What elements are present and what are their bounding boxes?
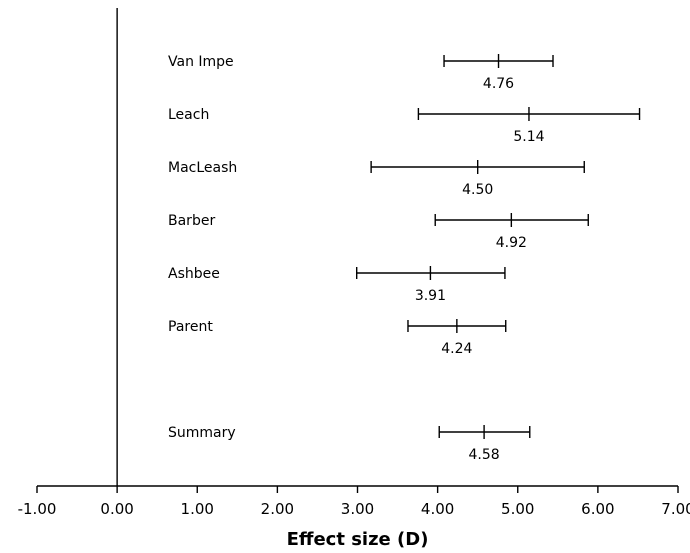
- x-tick-label: 3.00: [341, 500, 374, 518]
- study-row: MacLeash 4.50: [168, 160, 585, 198]
- x-axis-ticks: -1.00 0.00 1.00 2.00 3.00 4.00 5.00 6.00 7.00: [18, 486, 690, 518]
- study-row: Barber 4.92: [168, 213, 589, 251]
- x-tick-label: 1.00: [181, 500, 214, 518]
- effect-size-value: 4.58: [469, 447, 500, 463]
- summary-row: Summary 4.58: [168, 425, 531, 463]
- effect-size-value: 5.14: [513, 129, 544, 145]
- effect-size-value: 4.92: [496, 235, 527, 251]
- x-tick-label: 5.00: [501, 500, 534, 518]
- study-label: Leach: [168, 107, 209, 123]
- study-label: Ashbee: [168, 266, 220, 282]
- study-label: Barber: [168, 213, 215, 229]
- study-row: Ashbee 3.91: [168, 266, 506, 304]
- study-label: MacLeash: [168, 160, 237, 176]
- study-label: Parent: [168, 319, 213, 335]
- summary-label: Summary: [168, 425, 236, 441]
- study-row: Van Impe 4.76: [168, 54, 554, 92]
- effect-size-value: 3.91: [415, 288, 446, 304]
- x-tick-label: 6.00: [581, 500, 614, 518]
- x-tick-label: 7.00: [661, 500, 690, 518]
- effect-size-value: 4.76: [483, 76, 514, 92]
- effect-size-value: 4.24: [441, 341, 472, 357]
- study-label: Van Impe: [168, 54, 234, 70]
- study-rows: Van Impe 4.76 Leach 5.14 MacLeash 4.50 Barber 4…: [168, 54, 641, 463]
- x-axis-title: Effect size (D): [287, 529, 429, 550]
- x-tick-label: -1.00: [18, 500, 57, 518]
- x-tick-label: 2.00: [261, 500, 294, 518]
- x-tick-label: 0.00: [100, 500, 133, 518]
- x-tick-label: 4.00: [421, 500, 454, 518]
- effect-size-value: 4.50: [462, 182, 493, 198]
- study-row: Leach 5.14: [168, 107, 641, 145]
- study-row: Parent 4.24: [168, 319, 507, 357]
